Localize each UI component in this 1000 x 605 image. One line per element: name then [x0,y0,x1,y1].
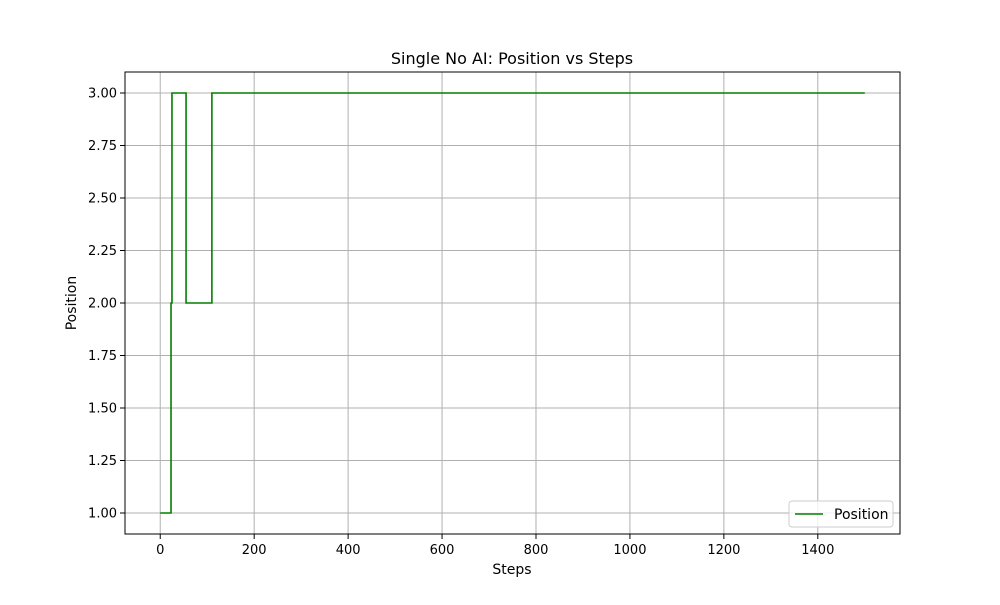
x-tick-label: 1200 [707,543,740,558]
series-layer [160,92,865,514]
x-tick-label: 1400 [801,543,834,558]
y-tick-label: 2.25 [88,244,117,259]
grid-lines [125,72,900,534]
y-tick-label: 1.50 [88,402,117,417]
y-tick-label: 1.75 [88,349,117,364]
x-axis-label: Steps [492,562,531,578]
x-tick-label: 600 [430,543,455,558]
y-tick-label: 2.50 [88,192,117,207]
y-tick-label: 2.75 [88,139,117,154]
x-tick-label: 200 [242,543,267,558]
legend: Position [788,500,894,528]
axis-ticks: 0 200 400 600 800 1000 1200 1400 1.00 1.25 1.50 1.7… [88,87,834,559]
x-tick-label: 400 [336,543,361,558]
legend-box [788,500,894,528]
x-tick-label: 0 [156,543,164,558]
x-tick-label: 800 [524,543,549,558]
series-line-position [160,92,865,514]
y-tick-label: 2.00 [88,297,117,312]
y-axis-label: Position [64,276,80,331]
y-tick-label: 1.00 [88,507,117,522]
x-tick-label: 1000 [613,543,646,558]
y-tick-label: 3.00 [88,87,117,102]
chart-title: Single No AI: Position vs Steps [391,49,633,68]
y-tick-label: 1.25 [88,454,117,469]
legend-label-position: Position [834,507,889,523]
